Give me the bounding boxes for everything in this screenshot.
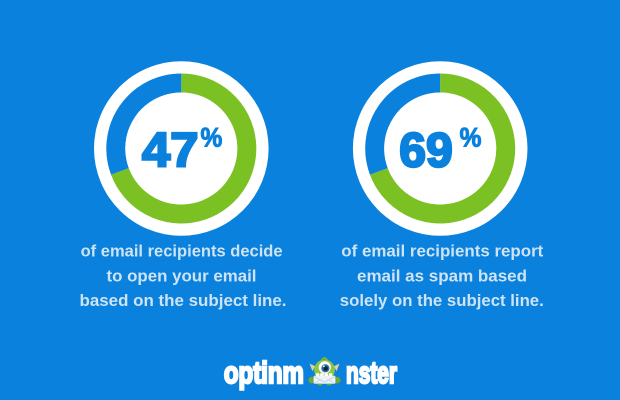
svg-text:solely on the subject line.: solely on the subject line.	[340, 291, 544, 310]
svg-text:optinm: optinm	[224, 355, 304, 390]
svg-text:%: %	[201, 122, 223, 152]
svg-text:of email recipients decide: of email recipients decide	[81, 242, 283, 261]
svg-text:to open your email: to open your email	[107, 266, 257, 285]
svg-text:based on the subject line.: based on the subject line.	[80, 291, 287, 310]
svg-text:47: 47	[142, 124, 199, 177]
svg-text:of email recipients report: of email recipients report	[341, 242, 543, 261]
svg-text:nster: nster	[346, 355, 397, 390]
svg-text:69: 69	[399, 124, 453, 177]
svg-text:email as spam based: email as spam based	[357, 266, 527, 285]
svg-text:%: %	[460, 122, 482, 152]
